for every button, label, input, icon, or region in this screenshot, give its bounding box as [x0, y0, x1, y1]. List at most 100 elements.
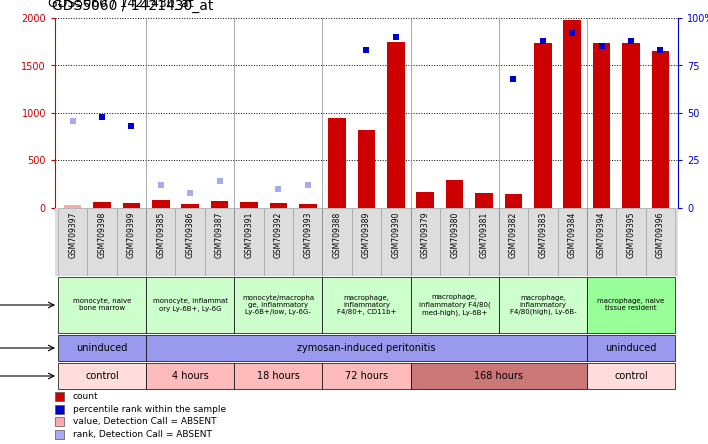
Bar: [146, 363, 234, 389]
Text: GSM709399: GSM709399: [127, 211, 136, 258]
Bar: [234, 363, 322, 389]
Bar: [64, 205, 81, 208]
Text: GSM709387: GSM709387: [215, 211, 224, 258]
Text: value, Detection Call = ABSENT: value, Detection Call = ABSENT: [73, 417, 217, 426]
Text: 4 hours: 4 hours: [172, 371, 209, 381]
Text: GSM709379: GSM709379: [421, 211, 430, 258]
Text: GSM709397: GSM709397: [68, 211, 77, 258]
Bar: [411, 208, 440, 276]
Bar: [122, 203, 140, 208]
Bar: [146, 277, 234, 333]
Bar: [651, 51, 669, 208]
Bar: [55, 430, 64, 439]
Bar: [411, 277, 498, 333]
Bar: [263, 208, 293, 276]
Bar: [58, 277, 146, 333]
Bar: [58, 208, 87, 276]
Bar: [299, 204, 316, 208]
Text: GSM709396: GSM709396: [656, 211, 665, 258]
Text: GDS5060 / 1421430_at: GDS5060 / 1421430_at: [52, 0, 213, 13]
Bar: [322, 363, 411, 389]
Text: control: control: [614, 371, 648, 381]
Bar: [270, 203, 287, 208]
Text: GSM709398: GSM709398: [98, 211, 106, 258]
Text: uninduced: uninduced: [76, 343, 127, 353]
Bar: [58, 335, 146, 361]
Bar: [117, 208, 146, 276]
Bar: [446, 180, 464, 208]
Bar: [587, 335, 675, 361]
Text: GSM709388: GSM709388: [333, 211, 342, 258]
Bar: [146, 208, 176, 276]
Text: GSM709383: GSM709383: [538, 211, 547, 258]
Text: monocyte, inflammat
ory Ly-6B+, Ly-6G: monocyte, inflammat ory Ly-6B+, Ly-6G: [153, 298, 228, 312]
Bar: [646, 208, 675, 276]
Bar: [469, 208, 498, 276]
Text: macrophage,
inflammatory F4/80(
med-high), Ly-6B+: macrophage, inflammatory F4/80( med-high…: [419, 294, 491, 316]
Bar: [352, 208, 381, 276]
Text: GSM709395: GSM709395: [627, 211, 636, 258]
Bar: [293, 208, 322, 276]
Bar: [616, 208, 646, 276]
Text: control: control: [85, 371, 119, 381]
Bar: [387, 42, 405, 208]
Text: percentile rank within the sample: percentile rank within the sample: [73, 405, 226, 414]
Bar: [440, 208, 469, 276]
Bar: [528, 208, 557, 276]
Text: GSM709385: GSM709385: [156, 211, 165, 258]
Text: GSM709392: GSM709392: [274, 211, 282, 258]
Bar: [587, 363, 675, 389]
Bar: [329, 118, 346, 208]
Bar: [416, 192, 434, 208]
Text: count: count: [73, 392, 98, 401]
Bar: [322, 277, 411, 333]
Bar: [55, 417, 64, 426]
Bar: [55, 392, 64, 401]
Text: GSM709384: GSM709384: [568, 211, 577, 258]
Bar: [93, 202, 111, 208]
Bar: [411, 363, 587, 389]
Bar: [234, 277, 322, 333]
Bar: [557, 208, 587, 276]
Bar: [587, 277, 675, 333]
Text: zymosan-induced peritonitis: zymosan-induced peritonitis: [297, 343, 435, 353]
Bar: [211, 201, 229, 208]
Text: macrophage,
inflammatory
F4/80+, CD11b+: macrophage, inflammatory F4/80+, CD11b+: [337, 295, 396, 315]
Bar: [176, 208, 205, 276]
Bar: [205, 208, 234, 276]
Bar: [505, 194, 523, 208]
Bar: [475, 193, 493, 208]
Text: 18 hours: 18 hours: [257, 371, 299, 381]
Bar: [234, 208, 263, 276]
Bar: [498, 277, 587, 333]
Text: GDS5060 / 1421430_at: GDS5060 / 1421430_at: [48, 0, 193, 9]
Text: GSM709389: GSM709389: [362, 211, 371, 258]
Bar: [622, 43, 640, 208]
Text: GSM709393: GSM709393: [303, 211, 312, 258]
Text: rank, Detection Call = ABSENT: rank, Detection Call = ABSENT: [73, 430, 212, 439]
Bar: [587, 208, 616, 276]
Bar: [381, 208, 411, 276]
Bar: [146, 335, 587, 361]
Text: GSM709386: GSM709386: [185, 211, 195, 258]
Bar: [181, 204, 199, 208]
Bar: [87, 208, 117, 276]
Bar: [152, 200, 170, 208]
Text: GSM709394: GSM709394: [597, 211, 606, 258]
Bar: [58, 363, 146, 389]
Bar: [534, 43, 552, 208]
Text: 168 hours: 168 hours: [474, 371, 523, 381]
Bar: [498, 208, 528, 276]
Text: GSM709380: GSM709380: [450, 211, 459, 258]
Text: macrophage,
inflammatory
F4/80(high), Ly-6B-: macrophage, inflammatory F4/80(high), Ly…: [510, 295, 576, 315]
Text: GSM709390: GSM709390: [392, 211, 401, 258]
Text: monocyte/macropha
ge, inflammatory
Ly-6B+/low, Ly-6G-: monocyte/macropha ge, inflammatory Ly-6B…: [242, 295, 314, 315]
Bar: [55, 405, 64, 414]
Bar: [593, 43, 610, 208]
Bar: [240, 202, 258, 208]
Text: GSM709381: GSM709381: [479, 211, 489, 258]
Text: macrophage, naive
tissue resident: macrophage, naive tissue resident: [598, 298, 665, 312]
Text: 72 hours: 72 hours: [345, 371, 388, 381]
Bar: [564, 20, 581, 208]
Text: GSM709382: GSM709382: [509, 211, 518, 258]
